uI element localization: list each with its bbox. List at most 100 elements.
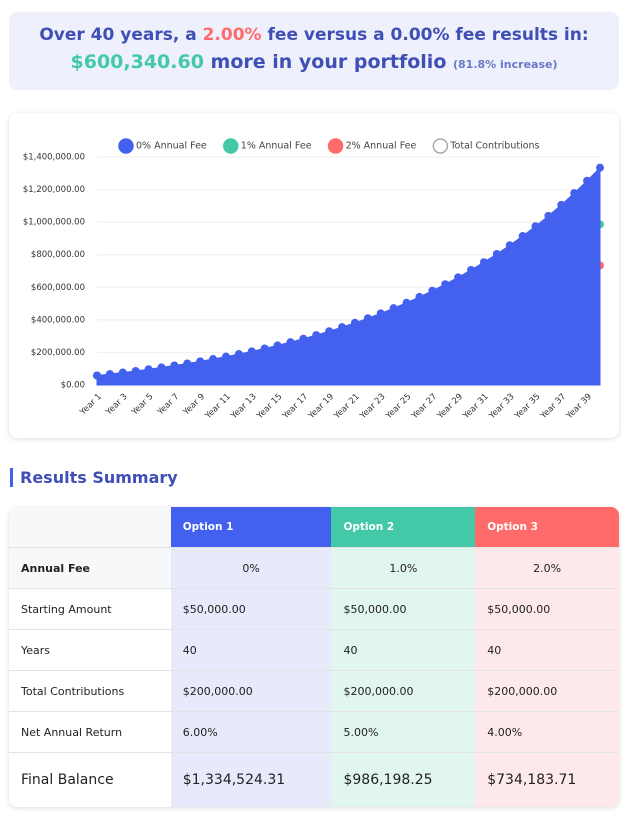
cell: 40	[475, 629, 619, 671]
table-row: Total Contributions $200,000.00 $200,000.0…	[9, 670, 619, 712]
cell: 4.00%	[475, 711, 619, 753]
x-tick-label: Year 33	[487, 392, 517, 422]
point	[557, 200, 566, 209]
point	[299, 334, 308, 343]
point	[183, 359, 192, 368]
text: fee results in:	[449, 25, 589, 45]
table-row: Final Balance $1,334,524.31 $986,198.25 $73…	[9, 752, 619, 807]
point	[454, 273, 463, 282]
increase: (81.8% increase)	[453, 58, 558, 71]
point	[492, 250, 501, 258]
row-label: Years	[9, 629, 171, 671]
legend-marker	[432, 138, 449, 154]
cell: $1,334,524.31	[170, 752, 332, 807]
cell: $200,000.00	[170, 670, 332, 712]
x-tick-label: Year 15	[254, 392, 284, 422]
y-tick-label: $0.00	[61, 381, 85, 391]
point	[363, 314, 372, 323]
fee-high: 2.00%	[202, 25, 262, 45]
x-tick-label: Year 17	[280, 392, 310, 422]
fee-low: 0.00%	[390, 25, 450, 45]
point	[415, 292, 424, 301]
y-tick-label: $800,000.00	[31, 250, 85, 260]
cell: 5.00%	[331, 711, 476, 753]
cell: 1.0%	[331, 547, 476, 589]
point	[286, 338, 295, 347]
row-label: Starting Amount	[9, 588, 171, 630]
point	[596, 163, 604, 172]
table-row: Net Annual Return 6.00% 5.00% 4.00%	[9, 711, 619, 753]
point	[479, 258, 488, 267]
point	[170, 361, 179, 370]
cell: 0%	[170, 547, 332, 589]
x-tick-label: Year 1	[78, 392, 104, 418]
point	[144, 365, 153, 374]
point	[505, 241, 514, 250]
y-tick-label: $1,000,000.00	[23, 218, 85, 228]
x-tick-label: Year 35	[512, 392, 542, 422]
column-header: Option 1	[170, 507, 332, 548]
cell: 2.0%	[475, 547, 619, 589]
point	[157, 363, 166, 372]
point	[118, 368, 127, 377]
point	[441, 280, 450, 289]
point	[428, 286, 437, 295]
legend-label: 0% Annual Fee	[136, 141, 207, 152]
legend-marker	[327, 138, 344, 154]
y-tick-label: $400,000.00	[31, 315, 85, 325]
point	[338, 323, 347, 332]
y-tick-label: $1,400,000.00	[23, 153, 85, 163]
y-tick-label: $200,000.00	[31, 348, 85, 358]
legend-marker	[118, 138, 134, 154]
cell: $50,000.00	[331, 588, 476, 630]
legend-marker	[223, 138, 239, 154]
x-tick-label: Year 21	[332, 392, 362, 422]
point	[518, 232, 527, 241]
row-label: Total Contributions	[9, 670, 171, 712]
cell: $50,000.00	[475, 588, 619, 630]
table-row: Annual Fee 0% 1.0% 2.0%	[9, 547, 619, 589]
cell: $734,183.71	[475, 752, 619, 807]
legend-label: Total Contributions	[449, 141, 539, 152]
point	[131, 366, 140, 375]
row-label: Final Balance	[9, 752, 171, 807]
difference: $600,340.60	[70, 51, 204, 73]
cell: $200,000.00	[475, 670, 619, 712]
point	[209, 355, 218, 364]
chart: $0.00 $200,000.00 $400,000.00 $600,000.00 $8…	[23, 138, 604, 422]
header-cell	[9, 507, 171, 548]
x-tick-label: Year 19	[306, 392, 336, 422]
point	[196, 357, 205, 366]
point	[570, 189, 579, 198]
x-tick-label: Year 37	[538, 392, 568, 422]
point	[467, 265, 476, 274]
x-tick-label: Year 13	[229, 392, 259, 422]
point	[350, 318, 359, 327]
y-tick-label: $600,000.00	[31, 283, 85, 293]
point	[531, 222, 540, 231]
point	[312, 331, 321, 340]
cell: $200,000.00	[331, 670, 476, 712]
headline-banner: Over 40 years, a 2.00% fee versus a 0.00…	[9, 12, 619, 90]
point	[402, 298, 411, 307]
results-table: Option 1 Option 2 Option 3 Annual Fee 0% 1.0%…	[9, 507, 619, 807]
point	[544, 211, 553, 220]
y-tick-label: $1,200,000.00	[23, 185, 85, 195]
point	[389, 304, 398, 313]
point	[221, 352, 230, 361]
x-tick-label: Year 29	[435, 392, 465, 422]
point	[376, 309, 385, 318]
text: fee versus a	[261, 25, 391, 45]
point	[93, 371, 101, 380]
point	[260, 344, 269, 353]
x-tick-label: Year 11	[203, 392, 233, 422]
text: more in your portfolio	[203, 51, 447, 73]
chart-card: $0.00 $200,000.00 $400,000.00 $600,000.00 $8…	[9, 113, 619, 438]
table-row: Years 40 40 40	[9, 629, 619, 671]
point	[105, 370, 114, 379]
row-label: Annual Fee	[9, 547, 171, 589]
cell: $986,198.25	[331, 752, 476, 807]
x-tick-label: Year 7	[155, 392, 181, 418]
cell: 6.00%	[170, 711, 332, 753]
